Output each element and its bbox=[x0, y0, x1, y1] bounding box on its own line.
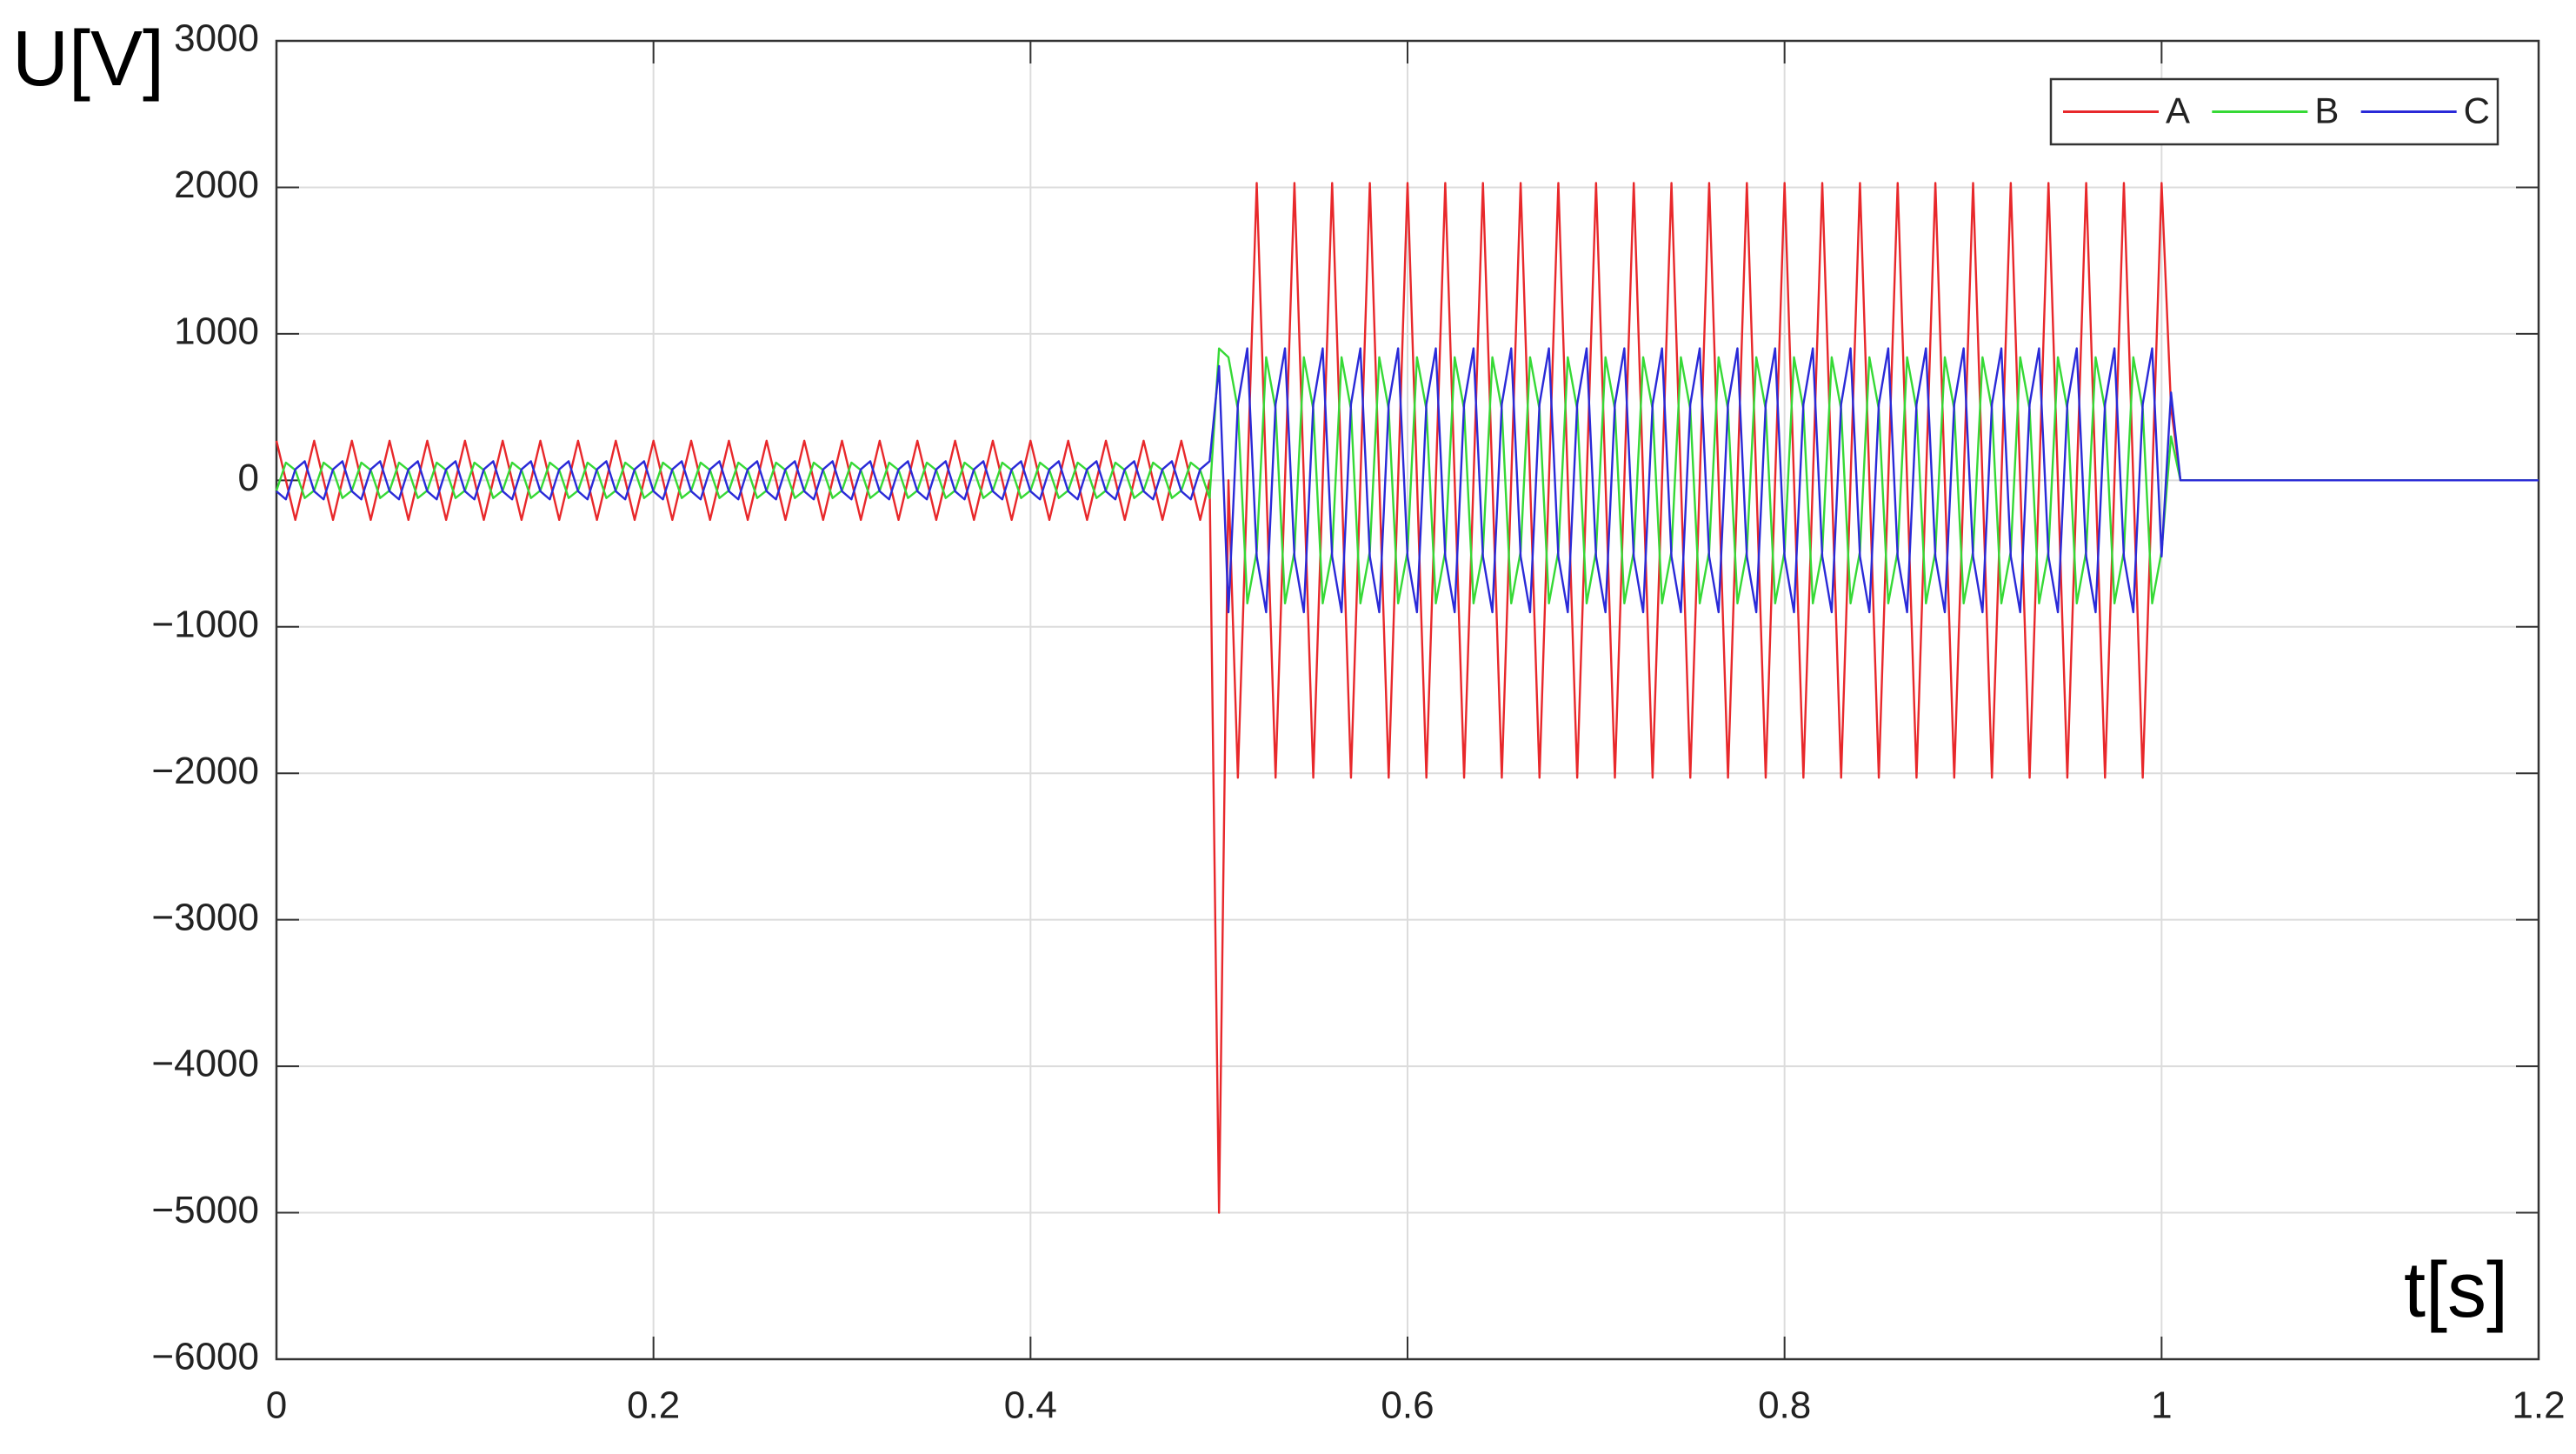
legend-label: A bbox=[2166, 90, 2190, 131]
y-tick-label: −5000 bbox=[151, 1189, 259, 1231]
y-tick-label: 2000 bbox=[174, 163, 259, 206]
x-tick-label: 0.6 bbox=[1381, 1384, 1434, 1427]
series-line bbox=[276, 347, 2539, 614]
y-tick-label: −4000 bbox=[151, 1043, 259, 1085]
series-line bbox=[275, 347, 2539, 605]
series-line bbox=[275, 182, 2539, 1214]
x-axis-label: t[s] bbox=[2404, 1247, 2508, 1334]
y-tick-label: −2000 bbox=[151, 750, 259, 792]
y-tick-label: 0 bbox=[238, 457, 259, 499]
legend-label: C bbox=[2464, 90, 2490, 131]
legend-label: B bbox=[2314, 90, 2339, 131]
y-tick-label: 1000 bbox=[174, 310, 259, 353]
y-tick-label: 3000 bbox=[174, 17, 259, 60]
plot-frame bbox=[275, 39, 2540, 1361]
x-tick-label: 0 bbox=[266, 1384, 287, 1427]
y-tick-label: −6000 bbox=[151, 1336, 259, 1378]
x-tick-label: 0.8 bbox=[1758, 1384, 1811, 1427]
y-tick-label: −3000 bbox=[151, 896, 259, 938]
x-tick-label: 1.2 bbox=[2512, 1384, 2565, 1427]
x-tick-label: 0.4 bbox=[1004, 1384, 1057, 1427]
y-tick-label: −1000 bbox=[151, 603, 259, 645]
x-tick-label: 0.2 bbox=[627, 1384, 680, 1427]
y-axis-label: U[V] bbox=[12, 16, 164, 103]
x-tick-label: 1 bbox=[2151, 1384, 2172, 1427]
